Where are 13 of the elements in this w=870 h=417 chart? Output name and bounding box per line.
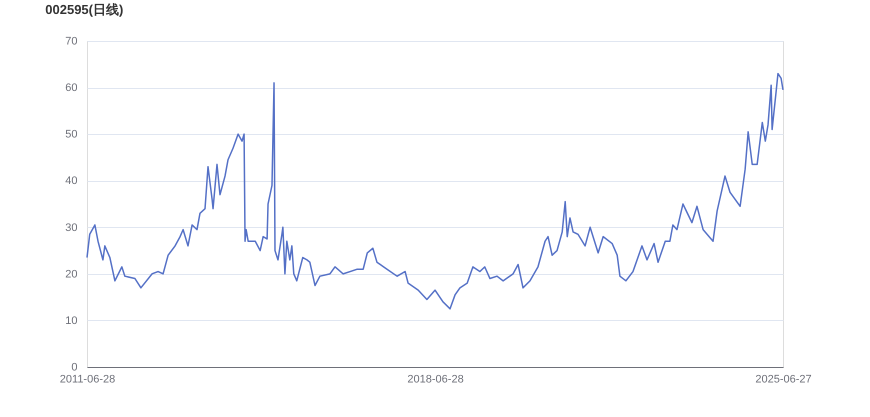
y-tick-label: 10 <box>65 314 78 327</box>
y-tick-label: 40 <box>65 175 78 188</box>
y-tick-label: 70 <box>65 36 78 48</box>
x-tick-label: 2011-06-28 <box>60 374 116 386</box>
y-tick-label: 50 <box>65 128 78 141</box>
y-tick-label: 60 <box>65 82 78 94</box>
line-series <box>86 72 784 310</box>
x-tick-label: 2018-06-28 <box>407 374 464 386</box>
y-tick-label: 20 <box>65 268 78 280</box>
y-tick-label: 0 <box>71 362 78 374</box>
x-tick-label: 2025-06-27 <box>755 374 812 386</box>
chart-title: 002595(日线) <box>45 2 124 17</box>
y-tick-label: 30 <box>65 222 78 234</box>
